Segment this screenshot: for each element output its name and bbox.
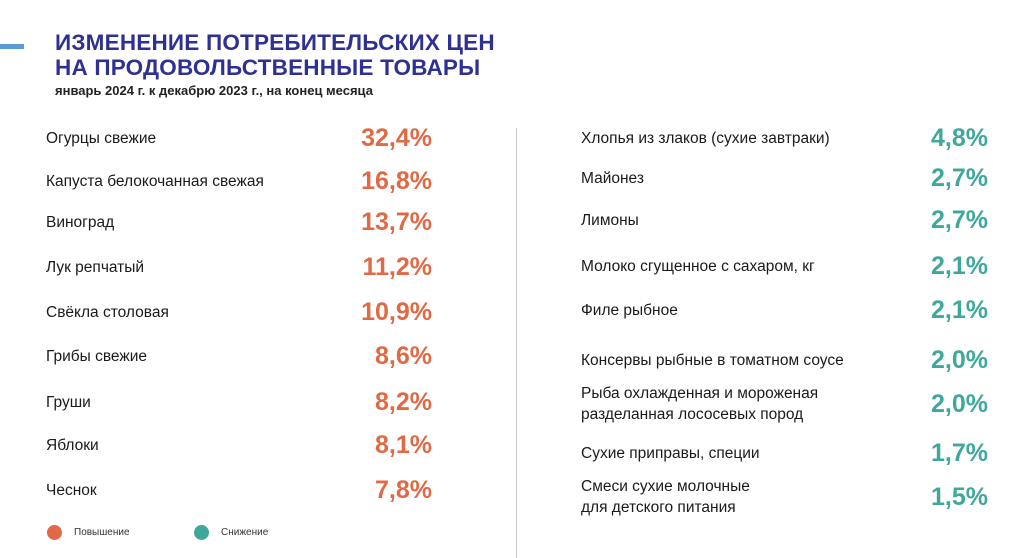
legend-label: Снижение [221, 527, 269, 538]
item-label: Виноград [46, 212, 114, 233]
item-value: 7,8% [375, 476, 432, 504]
item-label: Рыба охлажденная и мороженая разделанная … [581, 383, 818, 425]
item-label-line: Майонез [581, 169, 644, 187]
item-label-line: Чеснок [46, 481, 97, 499]
item-label-line: Огурцы свежие [46, 129, 157, 147]
item-label-line: Свёкла столовая [46, 303, 169, 321]
item-label-line: Грибы свежие [46, 347, 148, 365]
item-label-line: Рыба охлажденная и мороженая [581, 385, 819, 402]
page-subtitle: январь 2024 г. к декабрю 2023 г., на кон… [55, 83, 373, 98]
item-value: 11,2% [362, 253, 432, 281]
item-label: Хлопья из злаков (сухие завтраки) [581, 128, 830, 149]
item-label: Чеснок [46, 480, 97, 501]
item-label: Майонез [581, 168, 644, 189]
item-label: Сухие приправы, специи [581, 443, 760, 464]
item-value: 10,9% [361, 298, 432, 326]
item-label-line: для детского питания [581, 499, 736, 516]
item-label: Филе рыбное [581, 300, 678, 321]
item-label-line: Хлопья из злаков (сухие завтраки) [581, 129, 830, 147]
item-label-line: Консервы рыбные в томатном соусе [581, 351, 844, 369]
title-line-2: НА ПРОДОВОЛЬСТВЕННЫЕ ТОВАРЫ [55, 55, 481, 80]
item-value: 2,1% [931, 296, 988, 324]
item-value: 8,1% [375, 431, 432, 459]
item-label: Смеси сухие молочные для детского питания [581, 476, 750, 518]
item-label-line: Молоко сгущенное с сахаром, кг [581, 257, 815, 275]
item-value: 16,8% [361, 167, 432, 195]
item-value: 2,0% [931, 390, 988, 418]
page-title: ИЗМЕНЕНИЕ ПОТРЕБИТЕЛЬСКИХ ЦЕН НА ПРОДОВО… [55, 30, 495, 80]
item-value: 8,2% [375, 388, 432, 416]
column-divider [516, 128, 517, 558]
item-value: 32,4% [361, 124, 432, 152]
item-label: Свёкла столовая [46, 302, 169, 323]
item-label: Огурцы свежие [46, 128, 156, 149]
accent-bar [0, 44, 24, 49]
title-line-1: ИЗМЕНЕНИЕ ПОТРЕБИТЕЛЬСКИХ ЦЕН [55, 30, 495, 55]
item-value: 2,1% [931, 252, 988, 280]
item-value: 2,7% [931, 164, 988, 192]
legend-label: Повышение [74, 527, 130, 538]
item-value: 2,0% [931, 346, 988, 374]
item-label: Груши [46, 392, 91, 413]
item-label-line: Сухие приправы, специи [581, 444, 760, 462]
item-label-line: Филе рыбное [581, 301, 678, 319]
item-value: 1,7% [931, 439, 988, 467]
item-value: 4,8% [931, 124, 988, 152]
item-label-line: Лимоны [581, 211, 639, 229]
item-label-line: Груши [46, 393, 91, 411]
item-label: Лук репчатый [46, 257, 144, 278]
item-label: Консервы рыбные в томатном соусе [581, 350, 844, 371]
item-label-line: разделанная лососевых пород [581, 406, 804, 423]
item-value: 2,7% [931, 206, 988, 234]
item-label: Молоко сгущенное с сахаром, кг [581, 256, 815, 277]
item-value: 8,6% [375, 342, 432, 370]
item-label-line: Смеси сухие молочные [581, 478, 750, 495]
item-label-line: Капуста белокочанная свежая [46, 172, 264, 190]
item-label-line: Яблоки [46, 436, 99, 454]
item-value: 13,7% [361, 208, 432, 236]
item-value: 1,5% [931, 483, 988, 511]
legend-dot-icon [47, 525, 62, 540]
item-label-line: Виноград [46, 213, 115, 231]
item-label: Капуста белокочанная свежая [46, 171, 264, 192]
item-label: Яблоки [46, 435, 99, 456]
item-label-line: Лук репчатый [46, 258, 145, 276]
legend-dot-icon [194, 525, 209, 540]
item-label: Грибы свежие [46, 346, 147, 367]
item-label: Лимоны [581, 210, 639, 231]
